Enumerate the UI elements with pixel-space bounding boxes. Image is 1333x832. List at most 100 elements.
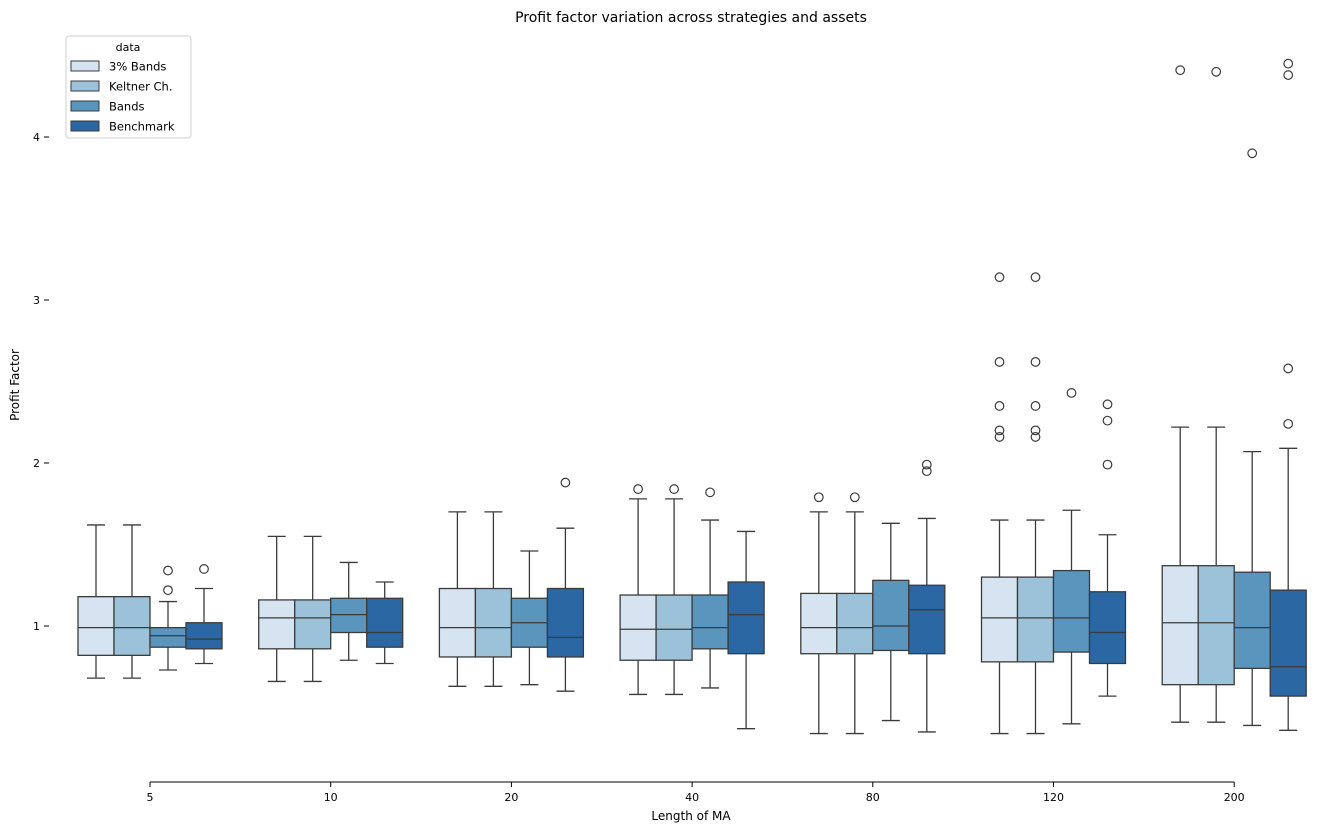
box-iqr <box>908 584 946 655</box>
box-20-2 <box>510 550 549 686</box>
outlier-point <box>994 357 1005 367</box>
box-40-0 <box>619 484 657 696</box>
box-120-2 <box>1052 388 1091 725</box>
box-iqr <box>366 597 404 648</box>
outlier-point <box>994 272 1005 283</box>
box-120-3 <box>1088 399 1127 697</box>
box-iqr <box>1233 571 1271 670</box>
box-iqr <box>1088 591 1127 665</box>
plot-area <box>77 58 1307 735</box>
box-200-3 <box>1269 58 1307 731</box>
x-tick-label: 200 <box>1224 791 1245 804</box>
box-80-3 <box>908 459 946 733</box>
box-iqr <box>655 594 693 661</box>
box-iqr <box>1269 589 1307 697</box>
box-iqr <box>185 622 223 650</box>
x-tick-label: 20 <box>504 791 518 804</box>
box-iqr <box>1052 569 1091 653</box>
box-iqr <box>800 592 838 655</box>
legend-swatch <box>70 120 100 132</box>
box-iqr <box>836 592 874 655</box>
outlier-point <box>199 564 209 574</box>
legend-swatch <box>70 100 100 112</box>
outlier-point <box>1283 363 1294 374</box>
box-iqr <box>474 587 513 658</box>
box-iqr <box>258 599 296 650</box>
x-tick-label: 80 <box>866 791 880 804</box>
outlier-point <box>1211 66 1222 77</box>
chart-title: Profit factor variation across strategie… <box>515 10 867 26</box>
outlier-point <box>1030 425 1041 436</box>
outlier-point <box>1247 148 1258 159</box>
legend: data 3% Bands Keltner Ch. Bands Benchmark <box>65 35 192 139</box>
box-20-1 <box>474 511 513 687</box>
outlier-point <box>1030 432 1041 442</box>
box-iqr <box>727 581 765 655</box>
box-iqr <box>619 594 657 661</box>
legend-swatch <box>70 60 100 72</box>
outlier-point <box>921 459 932 470</box>
y-tick-label: 3 <box>33 294 40 307</box>
y-tick-label: 4 <box>33 131 40 144</box>
box-10-2 <box>330 561 368 661</box>
box-10-3 <box>366 581 404 665</box>
box-20-3 <box>546 477 585 692</box>
legend-label: Bands <box>109 100 145 114</box>
outlier-point <box>1283 418 1294 429</box>
legend-swatch <box>70 80 100 92</box>
box-5-1 <box>113 524 151 679</box>
box-iqr <box>113 596 151 656</box>
outlier-point <box>705 487 715 498</box>
outlier-point <box>163 565 173 576</box>
box-iqr <box>149 626 187 648</box>
x-tick-label: 10 <box>324 791 338 804</box>
outlier-point <box>849 492 860 503</box>
box-20-0 <box>438 511 477 687</box>
legend-title: data <box>116 41 141 54</box>
y-axis-label: Profit Factor <box>8 349 22 421</box>
box-200-2 <box>1233 148 1271 727</box>
x-tick-label: 5 <box>147 791 154 804</box>
outlier-point <box>560 477 571 488</box>
box-120-0 <box>980 272 1019 735</box>
box-iqr <box>691 594 729 650</box>
outlier-point <box>921 466 932 477</box>
legend-label: Keltner Ch. <box>109 80 172 94</box>
axes: 1 2 3 4 5 10 20 40 80 120 200 <box>33 131 1245 804</box>
box-5-3 <box>185 564 223 665</box>
box-80-2 <box>872 522 910 722</box>
outlier-point <box>1102 459 1113 470</box>
box-5-2 <box>149 565 187 671</box>
outlier-point <box>994 401 1005 411</box>
outlier-point <box>994 432 1005 442</box>
outlier-point <box>1175 65 1186 76</box>
box-iqr <box>294 599 332 650</box>
outlier-point <box>1283 70 1294 80</box>
legend-label: 3% Bands <box>109 60 166 74</box>
box-120-1 <box>1016 272 1055 735</box>
outlier-point <box>1066 388 1077 398</box>
outlier-point <box>1030 357 1041 367</box>
box-iqr <box>77 596 115 656</box>
box-200-0 <box>1161 65 1199 723</box>
y-tick-label: 2 <box>33 457 40 470</box>
box-40-1 <box>655 484 693 696</box>
box-iqr <box>872 579 910 652</box>
outlier-point <box>1102 415 1113 426</box>
box-40-3 <box>727 530 765 730</box>
outlier-point <box>633 484 643 494</box>
outlier-point <box>813 492 824 503</box>
x-tick-label: 120 <box>1043 791 1064 804</box>
box-80-0 <box>800 492 838 735</box>
box-10-1 <box>294 535 332 683</box>
box-200-1 <box>1197 66 1235 723</box>
outlier-point <box>669 484 679 494</box>
box-10-0 <box>258 535 296 683</box>
x-tick-label: 40 <box>685 791 699 804</box>
box-80-1 <box>836 492 874 735</box>
outlier-point <box>1102 399 1113 410</box>
x-axis-label: Length of MA <box>651 809 731 823</box>
box-5-0 <box>77 524 115 679</box>
box-iqr <box>1016 576 1055 663</box>
